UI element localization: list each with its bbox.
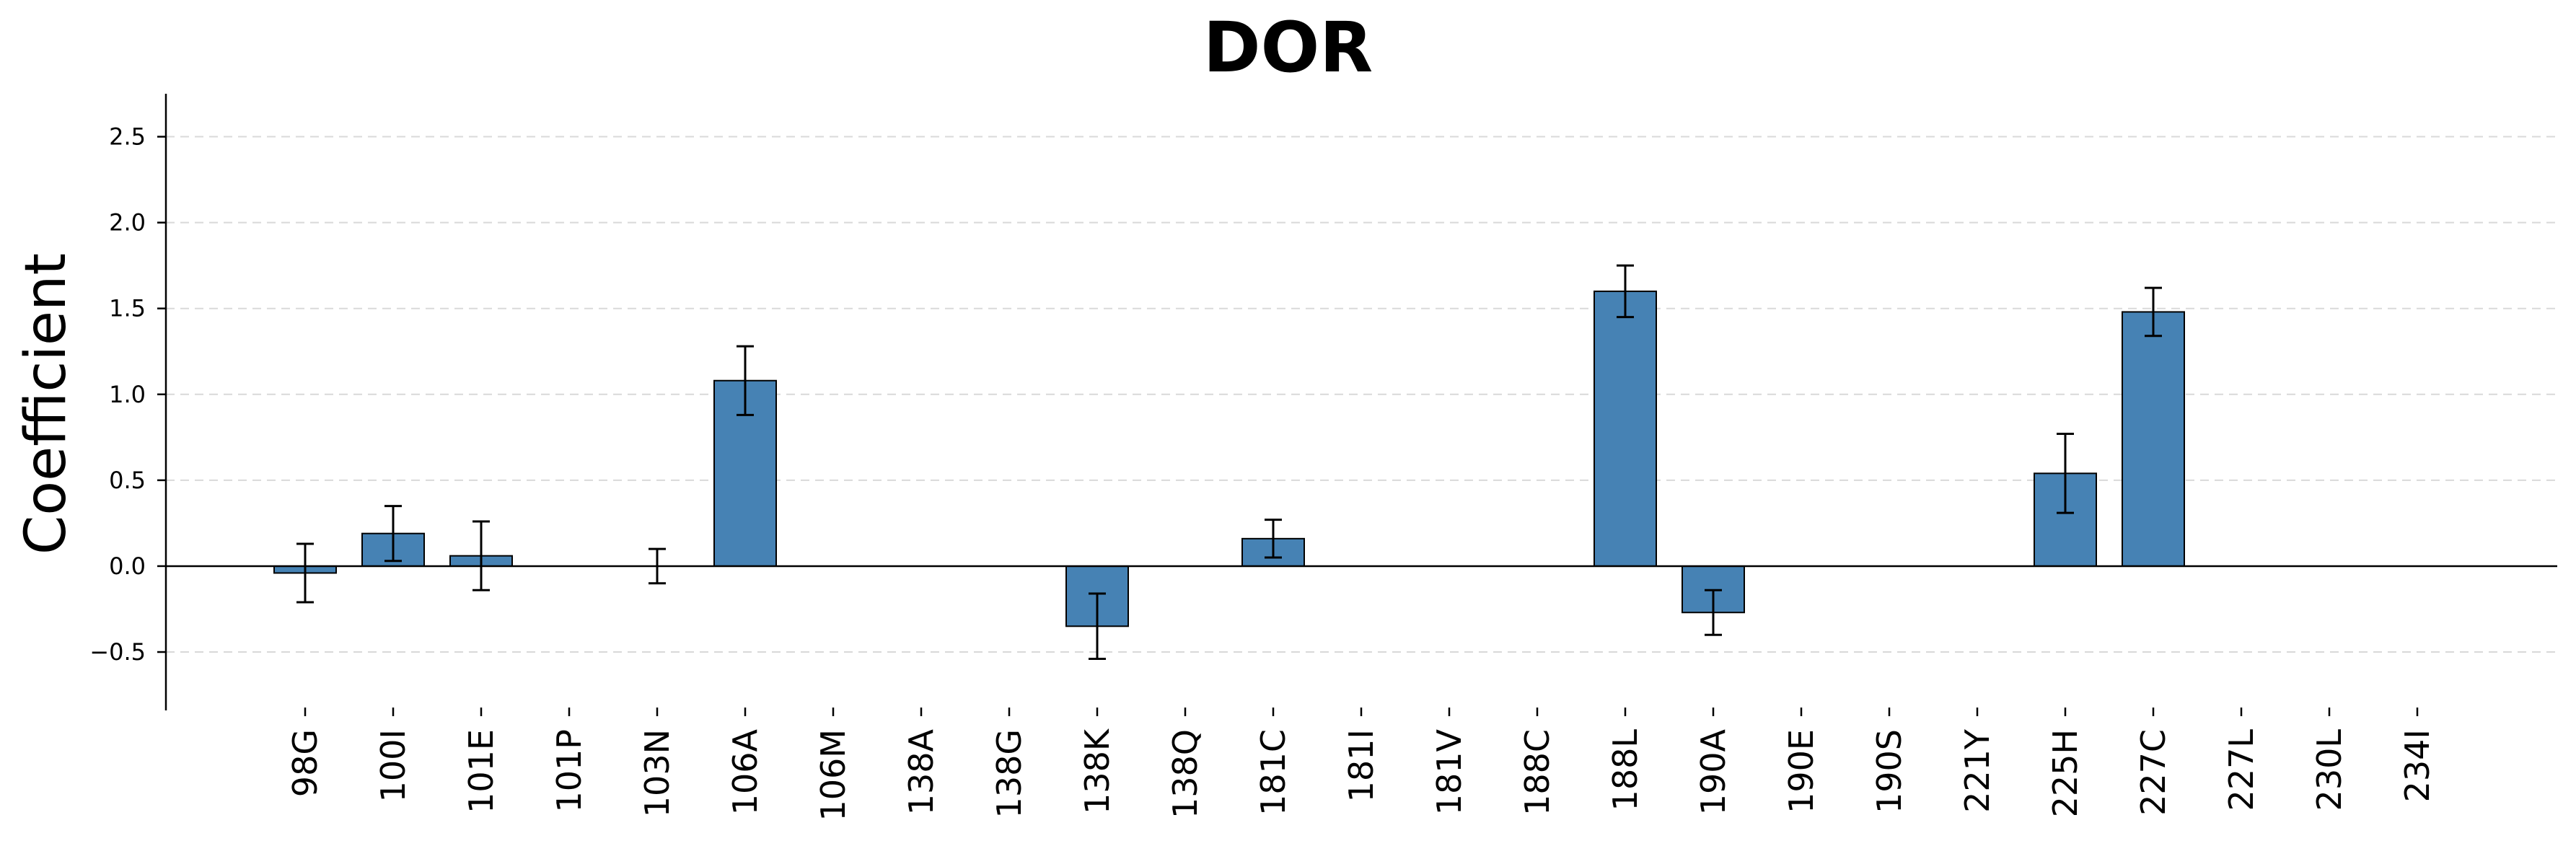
x-tick-label: 190E [1782,729,1821,814]
y-tick-label: 0.0 [109,552,146,580]
x-tick-label: 101P [550,729,589,813]
x-tick-label: 188L [1606,729,1645,811]
x-tick-label: 101E [462,729,501,814]
y-tick-label: −0.5 [89,638,146,666]
y-tick-label: 1.5 [109,295,146,322]
chart-title: DOR [0,7,2576,88]
x-tick-label: 138A [902,728,941,815]
x-tick-label: 106M [814,729,853,821]
x-tick-label: 234I [2398,729,2437,802]
y-axis-label: Coefficient [14,253,79,555]
x-tick-label: 230L [2310,729,2349,811]
bar [2122,312,2184,565]
x-tick-label: 138K [1078,728,1117,814]
bar [1594,291,1656,566]
x-tick-label: 106A [726,728,765,815]
x-tick-label: 181V [1430,728,1469,815]
x-tick-label: 181C [1254,729,1293,816]
x-tick-label: 103N [638,729,677,817]
x-tick-label: 188C [1518,729,1557,816]
x-tick-label: 138Q [1166,729,1205,819]
x-tick-label: 221Y [1958,728,1997,813]
x-tick-label: 138G [990,729,1029,818]
y-tick-label: 2.5 [109,123,146,151]
x-tick-label: 181I [1342,729,1381,802]
x-tick-label: 98G [286,729,325,797]
x-tick-label: 190S [1870,729,1909,814]
x-tick-label: 190A [1694,728,1733,815]
x-tick-label: 100I [374,729,413,802]
y-tick-label: 0.5 [109,467,146,494]
x-tick-label: 227L [2222,729,2261,811]
x-tick-label: 227C [2134,729,2173,816]
y-tick-label: 1.0 [109,381,146,408]
x-tick-label: 225H [2046,729,2085,817]
y-tick-label: 2.0 [109,209,146,237]
